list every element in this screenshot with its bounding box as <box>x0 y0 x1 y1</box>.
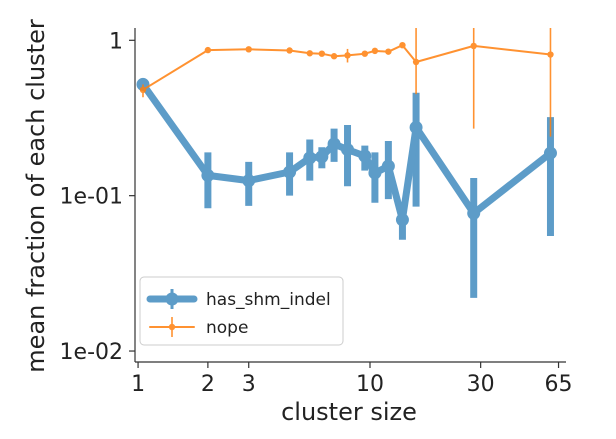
point-has-shm-indel <box>315 150 329 164</box>
legend-label-nope: nope <box>206 318 248 338</box>
point-has-shm-indel <box>242 174 256 188</box>
point-has-shm-indel <box>395 213 409 227</box>
legend: has_shm_indel nope <box>139 276 344 346</box>
point-has-shm-indel <box>368 166 382 180</box>
point-nope <box>306 50 313 57</box>
y-tick-label: 1e-02 <box>60 340 123 365</box>
point-nope <box>286 47 293 54</box>
point-has-shm-indel <box>303 151 317 165</box>
point-has-shm-indel <box>381 159 395 173</box>
point-has-shm-indel <box>543 146 557 160</box>
y-tick-label: 1 <box>109 29 123 54</box>
point-has-shm-indel <box>341 143 355 157</box>
point-nope <box>330 53 338 60</box>
point-nope <box>470 42 477 50</box>
point-has-shm-indel <box>409 120 423 134</box>
axes <box>134 28 566 363</box>
legend-label-has-shm-indel: has_shm_indel <box>206 290 331 310</box>
point-nope <box>412 58 420 66</box>
legend-swatch-has-shm-indel <box>146 289 198 309</box>
point-nope <box>344 52 351 59</box>
legend-swatch-nope <box>149 317 195 337</box>
point-has-shm-indel <box>327 137 341 151</box>
x-tick-label: 3 <box>242 372 256 397</box>
x-tick-label: 65 <box>545 372 573 397</box>
point-nope <box>361 50 369 57</box>
point-has-shm-indel <box>283 165 297 179</box>
x-axis-label: cluster size <box>281 398 417 426</box>
point-nope <box>547 51 554 58</box>
point-nope <box>399 41 406 49</box>
point-nope <box>139 86 147 94</box>
series-nope <box>139 28 554 137</box>
point-nope <box>385 48 392 55</box>
legend-marker-nope <box>168 323 176 331</box>
x-tick-label: 30 <box>467 372 495 397</box>
point-has-shm-indel <box>358 149 372 163</box>
x-tick-label: 10 <box>356 372 384 397</box>
point-has-shm-indel <box>467 206 481 220</box>
y-tick-label: 1e-01 <box>60 185 123 210</box>
point-nope <box>245 46 252 53</box>
x-tick-label: 1 <box>131 372 145 397</box>
series-layer <box>136 28 557 298</box>
x-tick-label: 2 <box>201 372 215 397</box>
ticks-layer: 1 2 3 10 30 65 1e-02 1e-01 1 <box>60 29 573 397</box>
point-nope <box>318 50 326 57</box>
y-axis-label: mean fraction of each cluster <box>22 19 50 373</box>
series-has-shm-indel <box>136 77 557 298</box>
point-nope <box>204 46 212 54</box>
point-nope <box>371 47 379 55</box>
point-has-shm-indel <box>201 168 215 182</box>
legend-marker-has-shm-indel <box>165 292 179 306</box>
